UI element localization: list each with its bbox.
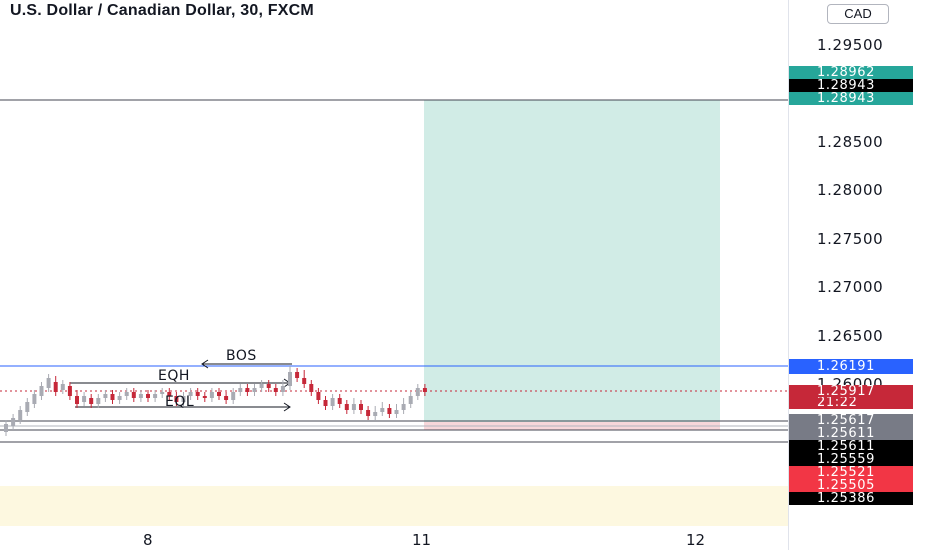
candle-body [280, 386, 285, 392]
candle-body [181, 396, 186, 402]
price-tag-range[interactable]: 1.25611 [789, 440, 913, 453]
candle-body [53, 382, 58, 392]
time-label-11: 11 [412, 531, 432, 549]
candle-body [351, 404, 356, 410]
chart-canvas[interactable] [0, 0, 788, 550]
candle-body [46, 378, 51, 388]
candle-body [96, 398, 101, 404]
price-tag-stop[interactable]: 1.25521 [789, 466, 913, 479]
candle-body [11, 418, 16, 426]
price-level: 1.28500 [817, 133, 884, 151]
candle-body [217, 392, 221, 396]
candle-body [202, 396, 207, 398]
candle-body [359, 404, 363, 410]
candle-body [18, 410, 23, 420]
candle-body [266, 384, 271, 388]
candle-body [323, 400, 328, 406]
candle-body [408, 396, 413, 404]
candle-body [32, 394, 37, 404]
candle-body [153, 394, 158, 398]
countdown-tag: 21:22 [789, 397, 913, 409]
chart-pane[interactable]: U.S. Dollar / Canadian Dollar, 30, FXCM … [0, 0, 788, 550]
candle-body [138, 394, 143, 398]
price-tag-stop-2[interactable]: 1.25505 [789, 479, 913, 492]
candle-body [337, 398, 342, 404]
candle-body [231, 392, 236, 400]
candle-body [209, 392, 214, 398]
candle-body [380, 408, 385, 412]
candle-body [4, 424, 8, 432]
chart-title: U.S. Dollar / Canadian Dollar, 30, FXCM [10, 2, 314, 19]
candle-body [259, 384, 264, 388]
candle-body [89, 398, 94, 404]
candle-body [273, 388, 278, 392]
candle-body [124, 392, 129, 396]
price-tag-bos[interactable]: 1.26191 [789, 359, 913, 374]
candle-body [75, 396, 79, 404]
candle-body [60, 384, 65, 390]
candle-body [302, 378, 307, 384]
candle-body [330, 398, 335, 406]
bos-label: BOS [226, 348, 257, 364]
candle-body [394, 410, 399, 414]
candle-body [245, 388, 250, 392]
candle-body [117, 396, 122, 400]
range-box[interactable] [0, 420, 788, 431]
candle-body [366, 410, 371, 416]
price-tag-target-2[interactable]: 1.28943 [789, 92, 913, 105]
candle-body [131, 392, 136, 398]
candle-body [252, 388, 257, 392]
candle-body [110, 394, 115, 400]
candle-body [39, 386, 44, 396]
price-level: 1.27500 [817, 230, 884, 248]
candle-body [25, 402, 30, 412]
highlight-zone [0, 486, 788, 526]
time-label-8: 8 [143, 531, 153, 549]
candle-body [415, 388, 420, 396]
time-label-12: 12 [686, 531, 706, 549]
candle-body [167, 392, 172, 396]
eql-arrow-icon [283, 402, 291, 412]
candle-body [344, 404, 349, 410]
candle-body [373, 412, 378, 416]
candle-body [82, 396, 87, 402]
price-scale[interactable]: CAD 1.29500 1.28500 1.28000 1.27500 1.27… [788, 0, 932, 550]
price-level: 1.29500 [817, 36, 884, 54]
candles-group [4, 366, 427, 436]
price-tag-target[interactable]: 1.28943 [789, 79, 913, 92]
target-zone[interactable] [424, 100, 720, 422]
price-level: 1.28000 [817, 181, 884, 199]
candle-body [224, 396, 229, 400]
candle-body [309, 384, 314, 392]
price-level: 1.26500 [817, 327, 884, 345]
price-tag-target-high[interactable]: 1.28962 [789, 66, 913, 79]
eql-label: EQL [165, 394, 195, 410]
eqh-label: EQH [158, 368, 190, 384]
price-tag-last[interactable]: 1.25917 [789, 385, 913, 398]
price-tag-low[interactable]: 1.25386 [789, 492, 913, 505]
candle-body [316, 392, 321, 400]
candle-body [188, 392, 193, 396]
price-tag-range-low[interactable]: 1.25559 [789, 453, 913, 466]
price-tag-entry[interactable]: 1.25617 [789, 414, 913, 427]
candle-body [401, 404, 406, 410]
price-tag-entry-2[interactable]: 1.25611 [789, 427, 913, 440]
candle-body [238, 388, 243, 392]
candle-body [103, 394, 108, 398]
candle-body [174, 396, 179, 402]
price-level: 1.27000 [817, 278, 884, 296]
bos-arrow-icon [201, 359, 209, 369]
currency-badge[interactable]: CAD [827, 4, 889, 24]
candle-body [295, 372, 300, 378]
candle-body [422, 388, 427, 392]
candle-body [146, 394, 150, 398]
candle-body [288, 372, 292, 386]
candle-body [67, 386, 72, 396]
candle-body [160, 392, 165, 394]
candle-body [387, 408, 392, 414]
candle-body [195, 392, 200, 396]
